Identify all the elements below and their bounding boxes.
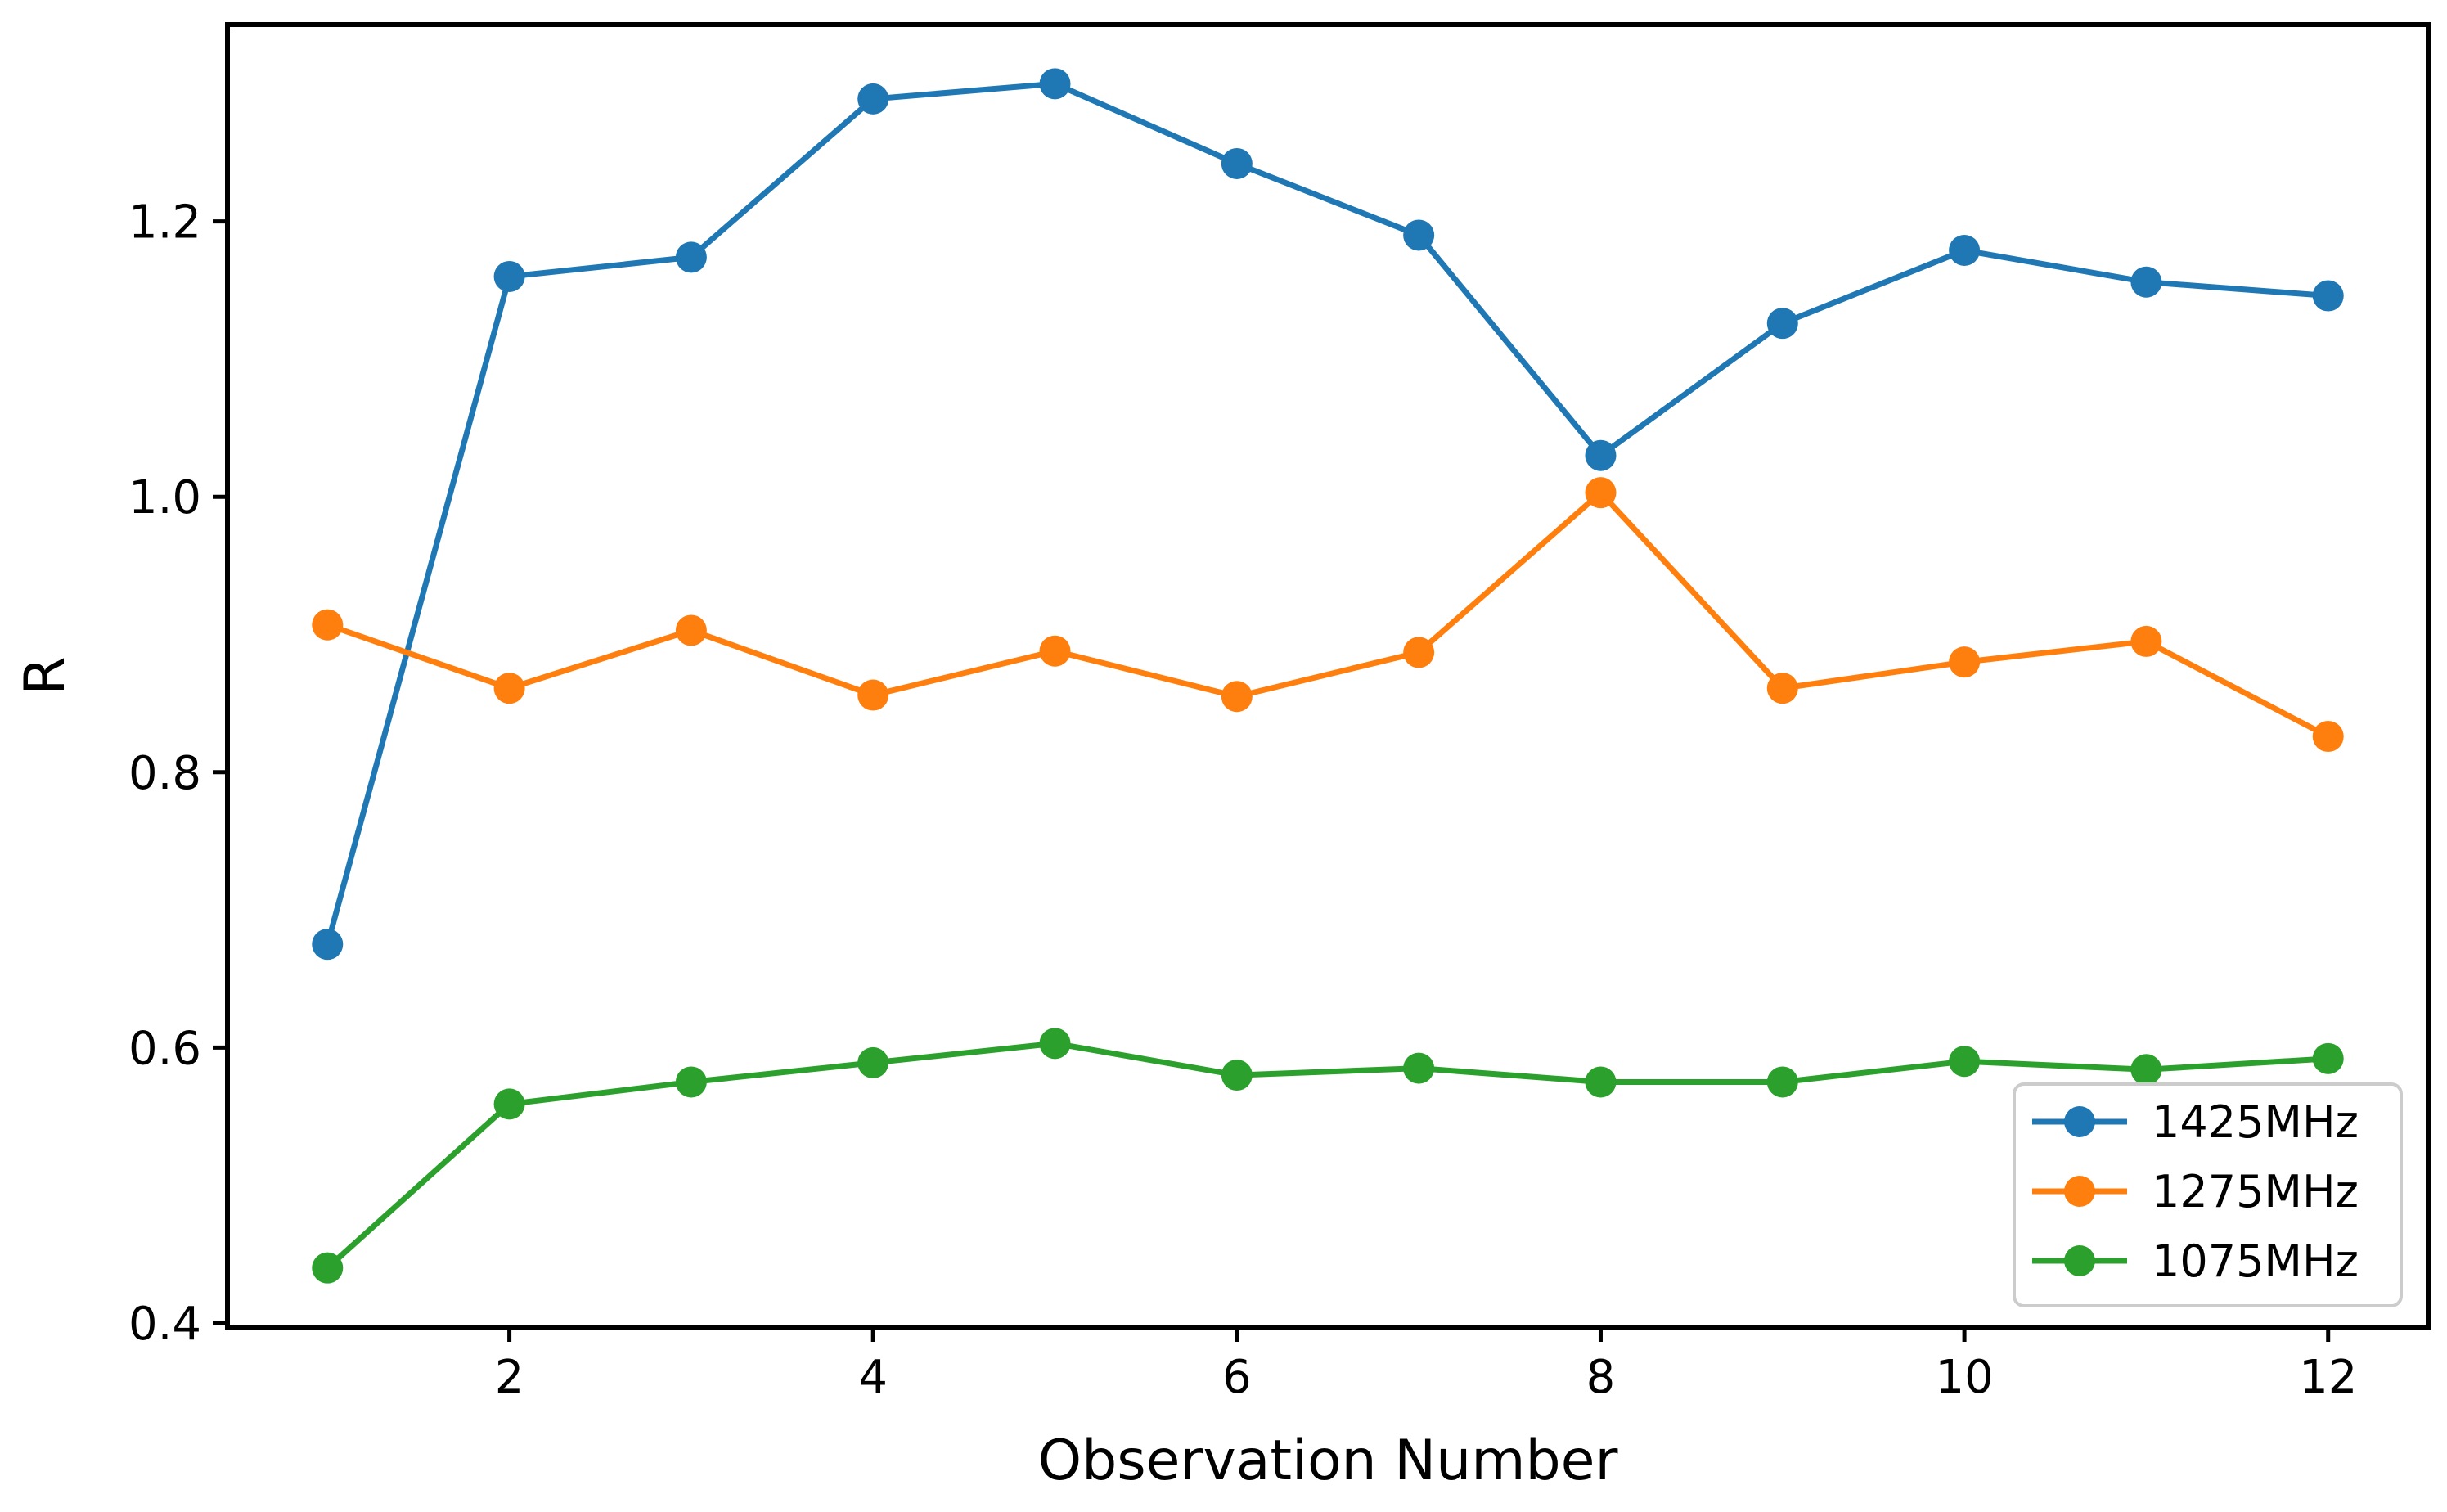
x-axis: 2 4 6 8 10 12 bbox=[495, 1327, 2357, 1404]
x-tick-label: 8 bbox=[1586, 1351, 1616, 1404]
series-line-1425MHz bbox=[324, 80, 2328, 946]
data-point bbox=[2312, 280, 2344, 312]
data-point bbox=[1766, 673, 1798, 704]
data-point bbox=[857, 83, 889, 115]
data-point bbox=[1949, 234, 1981, 266]
data-point bbox=[1039, 1028, 1071, 1060]
series-1075MHz bbox=[312, 1028, 2344, 1284]
data-point bbox=[312, 929, 344, 961]
data-point bbox=[1766, 1066, 1798, 1098]
legend-label: 1275MHz bbox=[2152, 1166, 2359, 1217]
data-point bbox=[1949, 646, 1981, 678]
legend-label: 1075MHz bbox=[2152, 1235, 2359, 1287]
data-point bbox=[493, 260, 525, 292]
data-point bbox=[857, 1046, 889, 1078]
legend-marker-icon bbox=[2064, 1176, 2095, 1207]
data-point bbox=[1585, 439, 1617, 471]
data-point bbox=[1221, 681, 1253, 713]
legend-label: 1425MHz bbox=[2152, 1096, 2359, 1148]
series-line-1075MHz bbox=[325, 1040, 2328, 1271]
data-point bbox=[493, 673, 525, 704]
data-point bbox=[857, 679, 889, 711]
y-tick-label: 1.2 bbox=[128, 196, 201, 250]
data-point bbox=[1403, 219, 1435, 251]
data-point bbox=[675, 1066, 707, 1098]
data-point bbox=[1403, 1052, 1435, 1084]
x-tick-label: 12 bbox=[2299, 1351, 2357, 1404]
data-point bbox=[1585, 477, 1617, 509]
legend-box bbox=[2013, 1082, 2403, 1307]
x-axis-label: Observation Number bbox=[1038, 1429, 1618, 1493]
y-tick-label: 0.6 bbox=[128, 1022, 201, 1075]
x-tick-label: 4 bbox=[858, 1351, 888, 1404]
legend-entry-1425MHz: 1425MHz bbox=[2032, 1096, 2359, 1148]
series-1425MHz bbox=[312, 68, 2344, 961]
data-point bbox=[2130, 1054, 2162, 1086]
data-point bbox=[2312, 721, 2344, 753]
y-tick-label: 0.4 bbox=[128, 1298, 201, 1351]
data-point bbox=[1221, 147, 1253, 179]
data-point bbox=[1221, 1060, 1253, 1091]
data-point bbox=[312, 609, 344, 641]
data-point bbox=[1039, 635, 1071, 667]
x-tick-label: 6 bbox=[1222, 1351, 1252, 1404]
data-point bbox=[2312, 1042, 2344, 1074]
data-point bbox=[493, 1088, 525, 1120]
y-axis-label: R bbox=[13, 656, 78, 695]
data-point bbox=[1766, 308, 1798, 340]
x-tick-label: 2 bbox=[495, 1351, 524, 1404]
series-1275MHz bbox=[312, 477, 2344, 753]
y-axis: 0.4 0.6 0.8 1.0 1.2 bbox=[128, 196, 227, 1351]
data-point bbox=[1039, 68, 1071, 100]
data-point bbox=[2130, 266, 2162, 298]
y-tick-label: 1.0 bbox=[128, 471, 201, 524]
legend-entry-1075MHz: 1075MHz bbox=[2032, 1235, 2359, 1287]
data-point bbox=[1585, 1066, 1617, 1098]
plot-area: 2 4 6 8 10 12 0.4 0.6 0.8 1.0 1.2 1425MHz 1275MHz 107… bbox=[128, 22, 2431, 1404]
series-line-1275MHz bbox=[326, 488, 2330, 740]
data-point bbox=[312, 1252, 344, 1284]
legend: 1425MHz 1275MHz 1075MHz bbox=[2013, 1082, 2403, 1307]
data-point bbox=[675, 241, 707, 273]
legend-entry-1275MHz: 1275MHz bbox=[2032, 1166, 2359, 1217]
data-point bbox=[1403, 637, 1435, 668]
y-tick-label: 0.8 bbox=[128, 747, 201, 800]
legend-marker-icon bbox=[2064, 1106, 2095, 1137]
legend-marker-icon bbox=[2064, 1245, 2095, 1276]
data-point bbox=[675, 614, 707, 646]
data-point bbox=[1949, 1046, 1981, 1078]
data-point bbox=[2130, 625, 2162, 657]
x-tick-label: 10 bbox=[1935, 1351, 1993, 1404]
